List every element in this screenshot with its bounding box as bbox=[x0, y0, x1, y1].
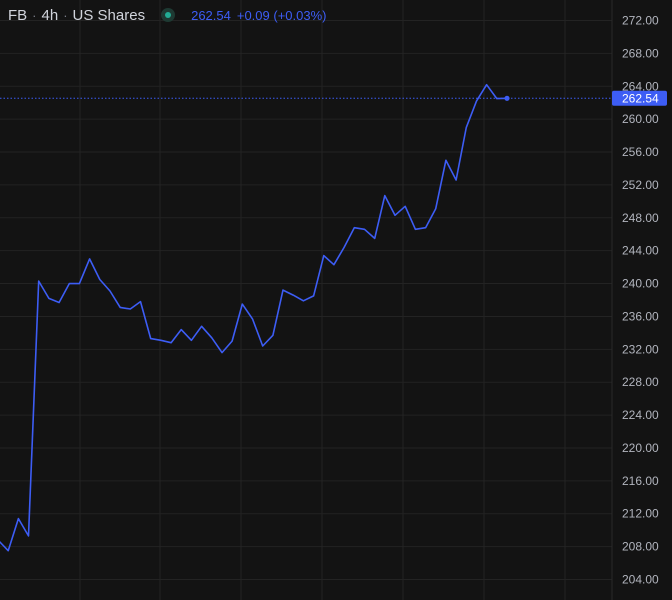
y-tick-label: 252.00 bbox=[622, 178, 659, 192]
last-price-marker bbox=[504, 95, 510, 101]
interval-label[interactable]: 4h bbox=[41, 6, 59, 24]
separator-dot: · bbox=[32, 7, 37, 23]
y-tick-label: 256.00 bbox=[622, 145, 659, 159]
market-open-icon[interactable] bbox=[161, 8, 176, 22]
symbol-label[interactable]: FB bbox=[8, 6, 28, 24]
last-price-tag bbox=[612, 90, 667, 106]
y-tick-label: 228.00 bbox=[622, 375, 659, 389]
y-tick-label: 224.00 bbox=[622, 408, 659, 422]
y-tick-label: 232.00 bbox=[622, 342, 659, 356]
y-tick-label: 240.00 bbox=[622, 277, 659, 291]
separator-dot: · bbox=[63, 7, 68, 23]
y-tick-label: 244.00 bbox=[622, 244, 659, 258]
y-tick-label: 272.00 bbox=[622, 14, 659, 28]
y-tick-label: 220.00 bbox=[622, 441, 659, 455]
chart-header: FB · 4h · US Shares 262.54 +0.09 (+0.03%… bbox=[8, 5, 326, 25]
y-tick-label: 216.00 bbox=[622, 474, 659, 488]
market-label: US Shares bbox=[72, 6, 146, 24]
last-price: 262.54 bbox=[191, 7, 231, 23]
y-tick-label: 260.00 bbox=[622, 112, 659, 126]
y-tick-label: 212.00 bbox=[622, 507, 659, 521]
y-tick-label: 236.00 bbox=[622, 309, 659, 323]
y-tick-label: 268.00 bbox=[622, 46, 659, 60]
y-tick-label: 204.00 bbox=[622, 572, 659, 586]
y-tick-label: 248.00 bbox=[622, 211, 659, 225]
y-tick-label: 208.00 bbox=[622, 540, 659, 554]
price-line bbox=[0, 83, 508, 552]
price-change: +0.09 (+0.03%) bbox=[236, 7, 327, 23]
y-tick-label: 264.00 bbox=[622, 79, 659, 93]
last-price-tag-label: 262.54 bbox=[622, 91, 659, 105]
